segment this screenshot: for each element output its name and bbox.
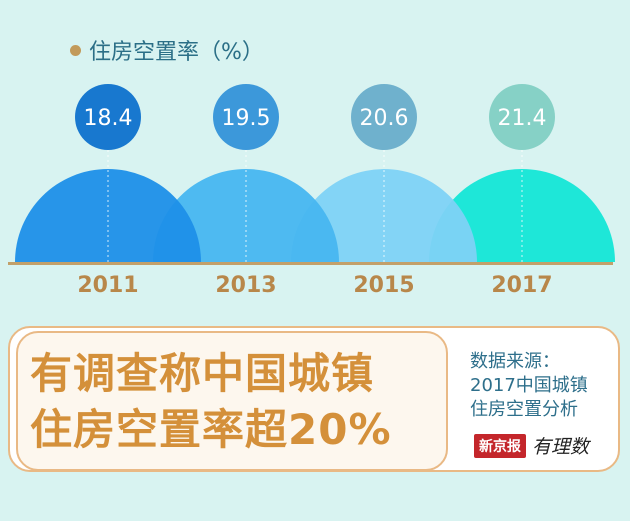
- baseline-axis: [8, 262, 613, 265]
- value-bubble-2013: [213, 84, 279, 150]
- headline-line-2: 住房空置率超20%: [30, 405, 392, 454]
- headline: 有调查称中国城镇 住房空置率超20%: [30, 346, 392, 458]
- logo-column: 有理数: [532, 436, 590, 458]
- headline-line-1: 有调查称中国城镇: [30, 349, 375, 398]
- legend: 住房空置率（%）: [70, 34, 264, 66]
- x-tick-label-2015: 2015: [353, 273, 414, 298]
- data-label-2017: 21.4: [498, 106, 547, 131]
- logo-brand: 新京报: [474, 433, 526, 458]
- legend-label: 住房空置率（%）: [89, 40, 264, 65]
- data-label-2011: 18.4: [84, 106, 133, 131]
- x-tick-label-2017: 2017: [491, 273, 552, 298]
- value-bubble-2017: [489, 84, 555, 150]
- logo: 新京报 有理数: [474, 432, 589, 459]
- value-bubble-2011: [75, 84, 141, 150]
- source-note: 数据来源： 2017中国城镇 住房空置分析: [470, 350, 588, 422]
- value-bubble-2015: [351, 84, 417, 150]
- source-line-3: 住房空置分析: [470, 399, 578, 420]
- legend-dot-icon: [70, 44, 81, 56]
- source-line-2: 2017中国城镇: [470, 375, 588, 396]
- x-tick-label-2011: 2011: [77, 273, 138, 298]
- x-tick-label-2013: 2013: [215, 273, 276, 298]
- data-label-2015: 20.6: [360, 106, 409, 131]
- source-line-1: 数据来源：: [470, 351, 560, 372]
- data-label-2013: 19.5: [222, 106, 271, 131]
- headline-card: [16, 331, 448, 471]
